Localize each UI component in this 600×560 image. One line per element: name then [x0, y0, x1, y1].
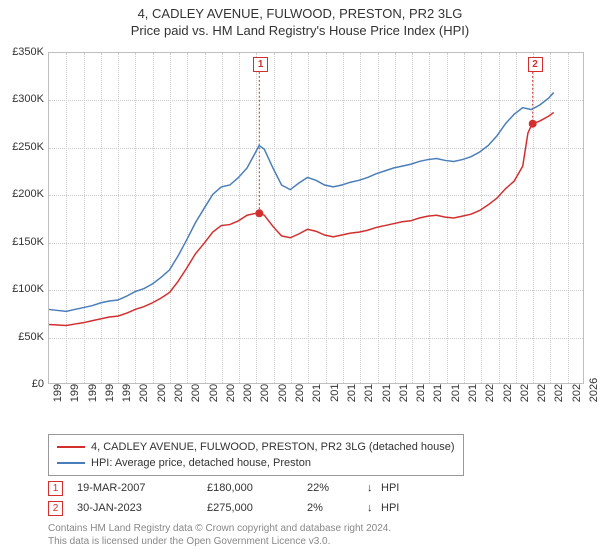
- table-row: 2 30-JAN-2023 £275,000 2% ↓ HPI: [48, 498, 421, 518]
- title-address: 4, CADLEY AVENUE, FULWOOD, PRESTON, PR2 …: [0, 6, 600, 21]
- title-subtitle: Price paid vs. HM Land Registry's House …: [0, 23, 600, 38]
- sale-price: £180,000: [207, 482, 307, 494]
- legend-item-hpi: HPI: Average price, detached house, Pres…: [57, 455, 455, 471]
- chart-container: 4, CADLEY AVENUE, FULWOOD, PRESTON, PR2 …: [0, 0, 600, 560]
- line-plot-svg: [49, 53, 583, 383]
- x-tick-label: 2026: [588, 378, 600, 402]
- legend-swatch: [57, 462, 85, 464]
- legend-swatch: [57, 446, 85, 448]
- marker-id-box: 2: [48, 501, 63, 516]
- title-block: 4, CADLEY AVENUE, FULWOOD, PRESTON, PR2 …: [0, 0, 600, 38]
- sale-marker-box: 1: [253, 57, 268, 72]
- pct-diff: 2%: [307, 502, 367, 514]
- y-tick-label: £100K: [4, 283, 44, 295]
- hpi-label: HPI: [381, 482, 421, 494]
- y-tick-label: £0: [4, 378, 44, 390]
- attribution-footer: Contains HM Land Registry data © Crown c…: [48, 522, 391, 548]
- y-tick-label: £50K: [4, 331, 44, 343]
- down-arrow-icon: ↓: [367, 502, 381, 514]
- down-arrow-icon: ↓: [367, 482, 381, 494]
- footer-line: Contains HM Land Registry data © Crown c…: [48, 522, 391, 535]
- y-tick-label: £350K: [4, 46, 44, 58]
- legend-label: HPI: Average price, detached house, Pres…: [91, 457, 311, 469]
- y-tick-label: £150K: [4, 236, 44, 248]
- legend: 4, CADLEY AVENUE, FULWOOD, PRESTON, PR2 …: [48, 434, 464, 476]
- y-tick-label: £200K: [4, 188, 44, 200]
- marker-table: 1 19-MAR-2007 £180,000 22% ↓ HPI 2 30-JA…: [48, 478, 421, 518]
- table-row: 1 19-MAR-2007 £180,000 22% ↓ HPI: [48, 478, 421, 498]
- marker-id-box: 1: [48, 481, 63, 496]
- legend-label: 4, CADLEY AVENUE, FULWOOD, PRESTON, PR2 …: [91, 441, 455, 453]
- sale-marker-box: 2: [528, 57, 543, 72]
- pct-diff: 22%: [307, 482, 367, 494]
- hpi-label: HPI: [381, 502, 421, 514]
- sale-date: 30-JAN-2023: [77, 502, 207, 514]
- chart-plot-area: 12: [48, 52, 584, 384]
- y-tick-label: £250K: [4, 141, 44, 153]
- footer-line: This data is licensed under the Open Gov…: [48, 535, 391, 548]
- sale-price: £275,000: [207, 502, 307, 514]
- y-tick-label: £300K: [4, 93, 44, 105]
- sale-date: 19-MAR-2007: [77, 482, 207, 494]
- legend-item-price-paid: 4, CADLEY AVENUE, FULWOOD, PRESTON, PR2 …: [57, 439, 455, 455]
